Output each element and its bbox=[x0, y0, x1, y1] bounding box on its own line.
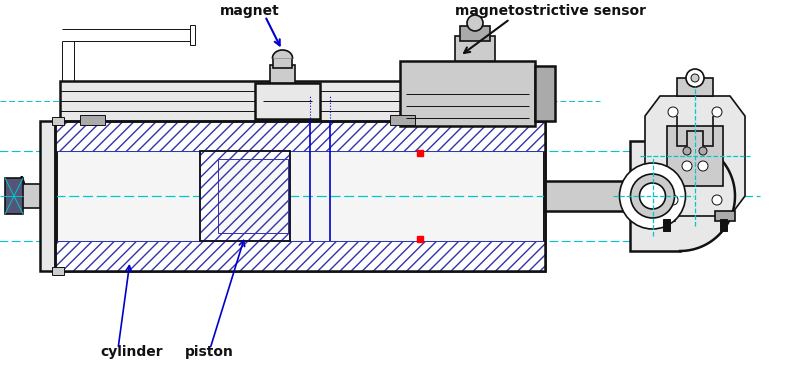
Text: A: A bbox=[18, 176, 26, 186]
Circle shape bbox=[668, 107, 678, 117]
Circle shape bbox=[698, 161, 708, 171]
Circle shape bbox=[668, 195, 678, 205]
Bar bbox=[80, 115, 105, 125]
Circle shape bbox=[630, 174, 674, 218]
Circle shape bbox=[691, 74, 699, 82]
Circle shape bbox=[682, 161, 692, 171]
Bar bbox=[667, 126, 723, 186]
Bar bbox=[55, 121, 545, 271]
Bar bbox=[55, 121, 545, 151]
Polygon shape bbox=[273, 50, 293, 58]
Text: magnetostrictive sensor: magnetostrictive sensor bbox=[455, 4, 646, 18]
Bar bbox=[60, 81, 540, 121]
Bar bbox=[190, 25, 195, 45]
Bar bbox=[52, 267, 64, 275]
Bar bbox=[455, 36, 495, 61]
Circle shape bbox=[699, 147, 707, 155]
Bar bbox=[663, 219, 670, 231]
Bar bbox=[200, 151, 290, 241]
Bar bbox=[20, 184, 40, 208]
Bar bbox=[200, 151, 290, 241]
Bar bbox=[715, 211, 735, 221]
Bar bbox=[273, 58, 292, 68]
Text: magnet: magnet bbox=[220, 4, 280, 18]
Bar bbox=[720, 219, 727, 231]
Polygon shape bbox=[680, 141, 735, 251]
Bar bbox=[400, 61, 535, 126]
Bar bbox=[255, 83, 320, 119]
Polygon shape bbox=[645, 96, 745, 216]
Circle shape bbox=[639, 183, 666, 209]
Bar bbox=[57, 151, 543, 241]
Bar bbox=[40, 121, 55, 271]
Bar bbox=[630, 141, 680, 251]
Bar bbox=[52, 117, 64, 125]
Bar bbox=[460, 26, 490, 41]
Bar bbox=[677, 78, 713, 96]
Text: piston: piston bbox=[185, 345, 234, 359]
Circle shape bbox=[467, 15, 483, 31]
Bar bbox=[55, 241, 545, 271]
Text: cylinder: cylinder bbox=[100, 345, 162, 359]
Bar bbox=[218, 159, 288, 233]
Circle shape bbox=[619, 163, 686, 229]
Circle shape bbox=[686, 69, 704, 87]
Bar bbox=[390, 115, 415, 125]
Bar bbox=[5, 178, 23, 214]
Circle shape bbox=[712, 107, 722, 117]
Bar bbox=[55, 121, 545, 271]
Bar bbox=[655, 211, 675, 221]
Circle shape bbox=[712, 195, 722, 205]
Bar bbox=[535, 66, 555, 121]
Bar bbox=[270, 65, 295, 83]
Bar bbox=[545, 181, 630, 211]
Circle shape bbox=[683, 147, 691, 155]
